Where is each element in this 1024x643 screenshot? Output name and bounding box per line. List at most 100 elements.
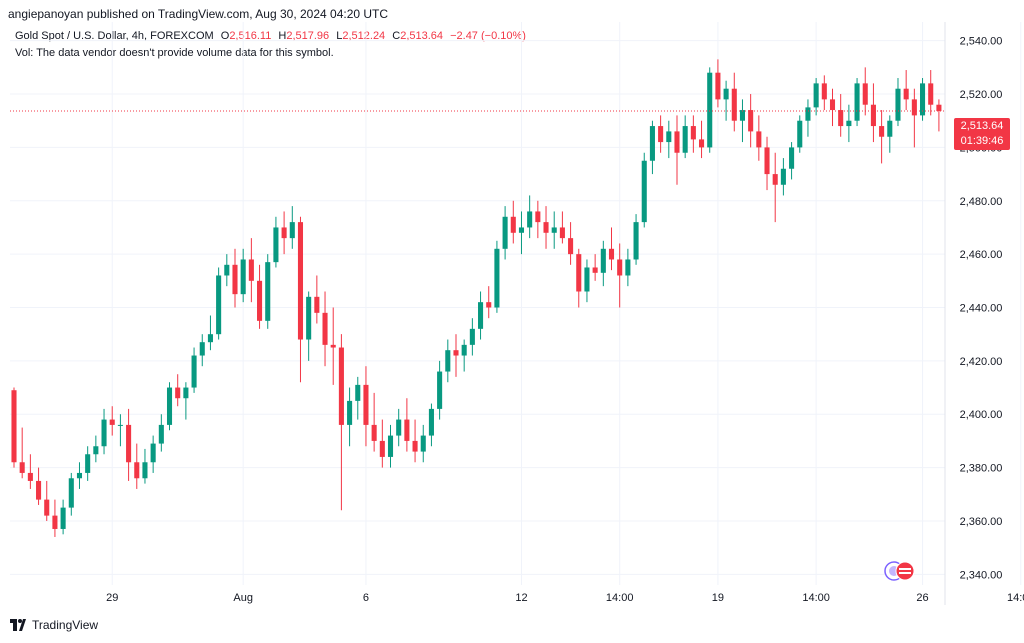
candle-body	[240, 259, 246, 295]
candle-body	[739, 110, 746, 121]
candle-body	[322, 312, 328, 345]
x-tick-label: 6	[363, 592, 369, 604]
candle-body	[85, 454, 91, 473]
candle-body	[928, 83, 934, 105]
candle-body	[232, 264, 238, 295]
candle-body	[756, 131, 762, 148]
candle-body	[895, 88, 901, 121]
candle-body	[772, 174, 778, 185]
y-tick-label: 2,480.00	[960, 196, 1003, 208]
candle-body	[641, 160, 647, 223]
candle-body	[699, 139, 705, 148]
candle-body	[838, 110, 844, 127]
candle-body	[461, 344, 467, 356]
candle-body	[887, 120, 893, 137]
candle-body	[649, 126, 655, 161]
bar-countdown: 01:39:46	[960, 135, 1004, 147]
x-tick-label: 14:00	[606, 592, 634, 604]
candle-body	[846, 120, 852, 127]
candle-body	[216, 275, 222, 335]
candle-body	[60, 507, 66, 529]
candle-body	[666, 131, 672, 143]
y-tick-label: 2,360.00	[960, 516, 1003, 528]
candle-body	[600, 248, 606, 273]
candle-body	[52, 515, 58, 529]
candle-body	[502, 216, 508, 249]
candle-body	[306, 296, 312, 340]
last-price-tag: 2,513.64 01:39:46	[954, 118, 1010, 150]
candle-body	[797, 120, 803, 148]
candle-body	[166, 387, 173, 425]
candle-body	[257, 280, 263, 321]
candle-body	[920, 83, 926, 116]
candle-body	[412, 440, 418, 452]
x-tick-label: 19	[712, 592, 724, 604]
candle-body	[510, 216, 516, 233]
candle-body	[608, 248, 615, 260]
watermark-badge-icon	[884, 561, 915, 581]
candle-body	[764, 147, 770, 175]
tradingview-footer[interactable]: TradingView	[10, 618, 98, 632]
y-tick-label: 2,520.00	[960, 89, 1003, 101]
candle-body	[11, 390, 17, 463]
y-tick-label: 2,380.00	[960, 463, 1003, 475]
candle-body	[445, 350, 451, 372]
candle-body	[854, 83, 860, 121]
candle-body	[486, 302, 492, 308]
candle-body	[330, 344, 336, 348]
candle-body	[428, 408, 434, 436]
candle-body	[821, 83, 827, 100]
candle-body	[68, 478, 74, 508]
candle-body	[617, 259, 623, 276]
ohlc-legend: Gold Spot / U.S. Dollar, 4h, FOREXCOM O 2…	[15, 30, 526, 42]
candle-body	[494, 248, 500, 308]
open-label: O	[220, 30, 230, 42]
y-tick-label: 2,340.00	[960, 569, 1003, 581]
x-tick-label: 26	[916, 592, 928, 604]
change-value: −2.47 (−0.10%)	[450, 30, 526, 42]
candle-body	[879, 126, 885, 137]
candle-body	[289, 222, 295, 239]
candle-body	[748, 110, 754, 132]
candle-body	[363, 384, 369, 425]
candle-body	[101, 419, 107, 447]
candle-body	[175, 387, 181, 399]
candle-body	[150, 443, 156, 463]
y-tick-label: 2,540.00	[960, 36, 1003, 48]
candle-body	[314, 296, 320, 313]
candle-body	[633, 222, 639, 260]
candle-body	[527, 211, 533, 228]
candle-body	[404, 419, 410, 441]
candle-body	[469, 328, 475, 345]
candle-body	[134, 462, 140, 479]
candle-body	[117, 424, 123, 426]
symbol-title: Gold Spot / U.S. Dollar, 4h, FOREXCOM	[15, 30, 214, 42]
candle-body	[371, 424, 377, 441]
candle-body	[518, 227, 525, 233]
candle-body	[674, 131, 680, 153]
candle-body	[44, 499, 50, 516]
candle-body	[19, 462, 25, 473]
low-value: 2,512.24	[342, 30, 386, 42]
candle-body	[559, 227, 565, 239]
candle-body	[379, 440, 385, 457]
x-tick-label: 14:00	[802, 592, 830, 604]
candle-body	[453, 350, 459, 356]
y-tick-label: 2,460.00	[960, 249, 1003, 261]
candle-body	[813, 83, 819, 108]
candle-body	[207, 334, 213, 343]
y-tick-label: 2,400.00	[960, 409, 1003, 421]
candle-body	[338, 347, 344, 425]
candle-body	[273, 227, 279, 263]
tradingview-brand: TradingView	[32, 618, 99, 632]
candle-body	[592, 267, 598, 273]
candle-body	[731, 88, 737, 121]
candle-body	[682, 126, 688, 153]
candle-body	[478, 302, 484, 329]
candle-body	[862, 83, 868, 105]
candle-body	[347, 400, 353, 425]
low-label: L	[336, 30, 343, 42]
close-value: 2,513.64	[400, 30, 444, 42]
